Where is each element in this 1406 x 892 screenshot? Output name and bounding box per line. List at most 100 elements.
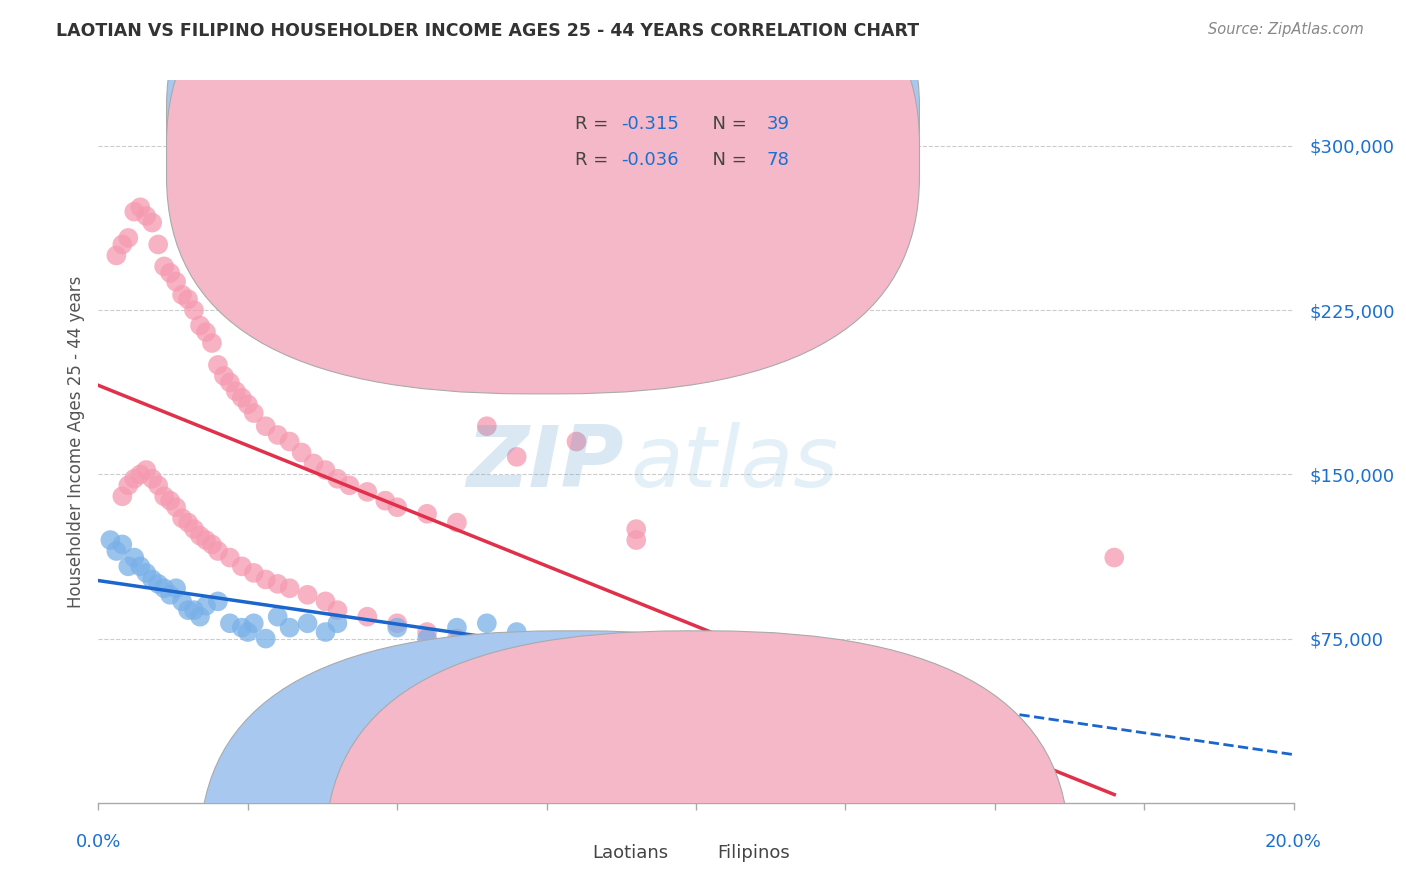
Point [135,209,157,223]
Point [183,303,205,318]
Point [416,507,439,521]
Point [475,638,498,652]
Point [626,638,648,652]
Point [195,599,218,613]
Point [98,533,122,547]
Point [254,632,277,646]
Point [506,450,529,464]
Point [278,434,301,449]
Point [236,625,259,640]
Text: 78: 78 [766,151,789,169]
Point [141,216,163,230]
Point [129,559,152,574]
Point [165,275,187,289]
Text: Filipinos: Filipinos [717,845,790,863]
Point [129,467,152,482]
Point [225,384,247,399]
Point [536,653,558,667]
FancyBboxPatch shape [510,98,893,193]
Point [339,478,361,492]
Point [165,581,187,595]
Text: atlas: atlas [630,422,838,505]
Point [475,419,498,434]
Point [207,544,229,558]
Point [356,609,378,624]
Point [117,559,139,574]
Point [231,391,253,405]
Point [315,625,337,640]
Point [326,472,349,486]
Point [446,621,468,635]
Text: ZIP: ZIP [467,422,624,505]
Point [177,603,200,617]
Text: LAOTIAN VS FILIPINO HOUSEHOLDER INCOME AGES 25 - 44 YEARS CORRELATION CHART: LAOTIAN VS FILIPINO HOUSEHOLDER INCOME A… [56,22,920,40]
Point [254,419,277,434]
Text: R =: R = [575,115,614,133]
Point [207,358,229,372]
Point [231,559,253,574]
Point [195,533,218,547]
Point [236,397,259,411]
Point [201,336,224,351]
Point [129,200,152,214]
Point [172,511,194,525]
Point [207,594,229,608]
FancyBboxPatch shape [200,631,943,892]
Point [148,577,170,591]
Point [201,537,224,551]
Text: Laotians: Laotians [592,845,668,863]
Point [219,616,242,631]
Point [177,292,200,306]
Point [105,544,128,558]
Point [804,690,827,705]
Point [356,484,378,499]
Point [685,647,707,661]
Point [159,493,181,508]
Point [775,660,797,674]
Point [315,463,337,477]
Point [385,616,409,631]
Point [117,478,139,492]
Point [183,522,205,536]
Point [385,500,409,515]
Point [219,550,242,565]
Point [626,533,648,547]
Point [565,669,588,683]
Point [141,573,163,587]
FancyBboxPatch shape [166,0,920,394]
Point [1104,550,1126,565]
Point [141,472,163,486]
Point [188,318,211,333]
Point [159,266,181,280]
Point [111,237,134,252]
Y-axis label: Householder Income Ages 25 - 44 years: Householder Income Ages 25 - 44 years [66,276,84,607]
Point [183,603,205,617]
Point [475,616,498,631]
Point [124,204,146,219]
Point [302,457,325,471]
Point [148,237,170,252]
Point [745,653,768,667]
Point [172,594,194,608]
Point [243,566,266,580]
Point [385,621,409,635]
Point [111,489,134,503]
Point [506,647,529,661]
Point [135,566,157,580]
Point [212,368,235,383]
Point [165,500,187,515]
Point [153,581,176,595]
Point [326,603,349,617]
Point [159,588,181,602]
Point [278,581,301,595]
Point [291,445,314,459]
Point [267,609,290,624]
Point [177,516,200,530]
Point [195,325,218,339]
Point [243,406,266,420]
Point [231,621,253,635]
Point [267,577,290,591]
Point [117,231,139,245]
Point [188,609,211,624]
Point [446,516,468,530]
